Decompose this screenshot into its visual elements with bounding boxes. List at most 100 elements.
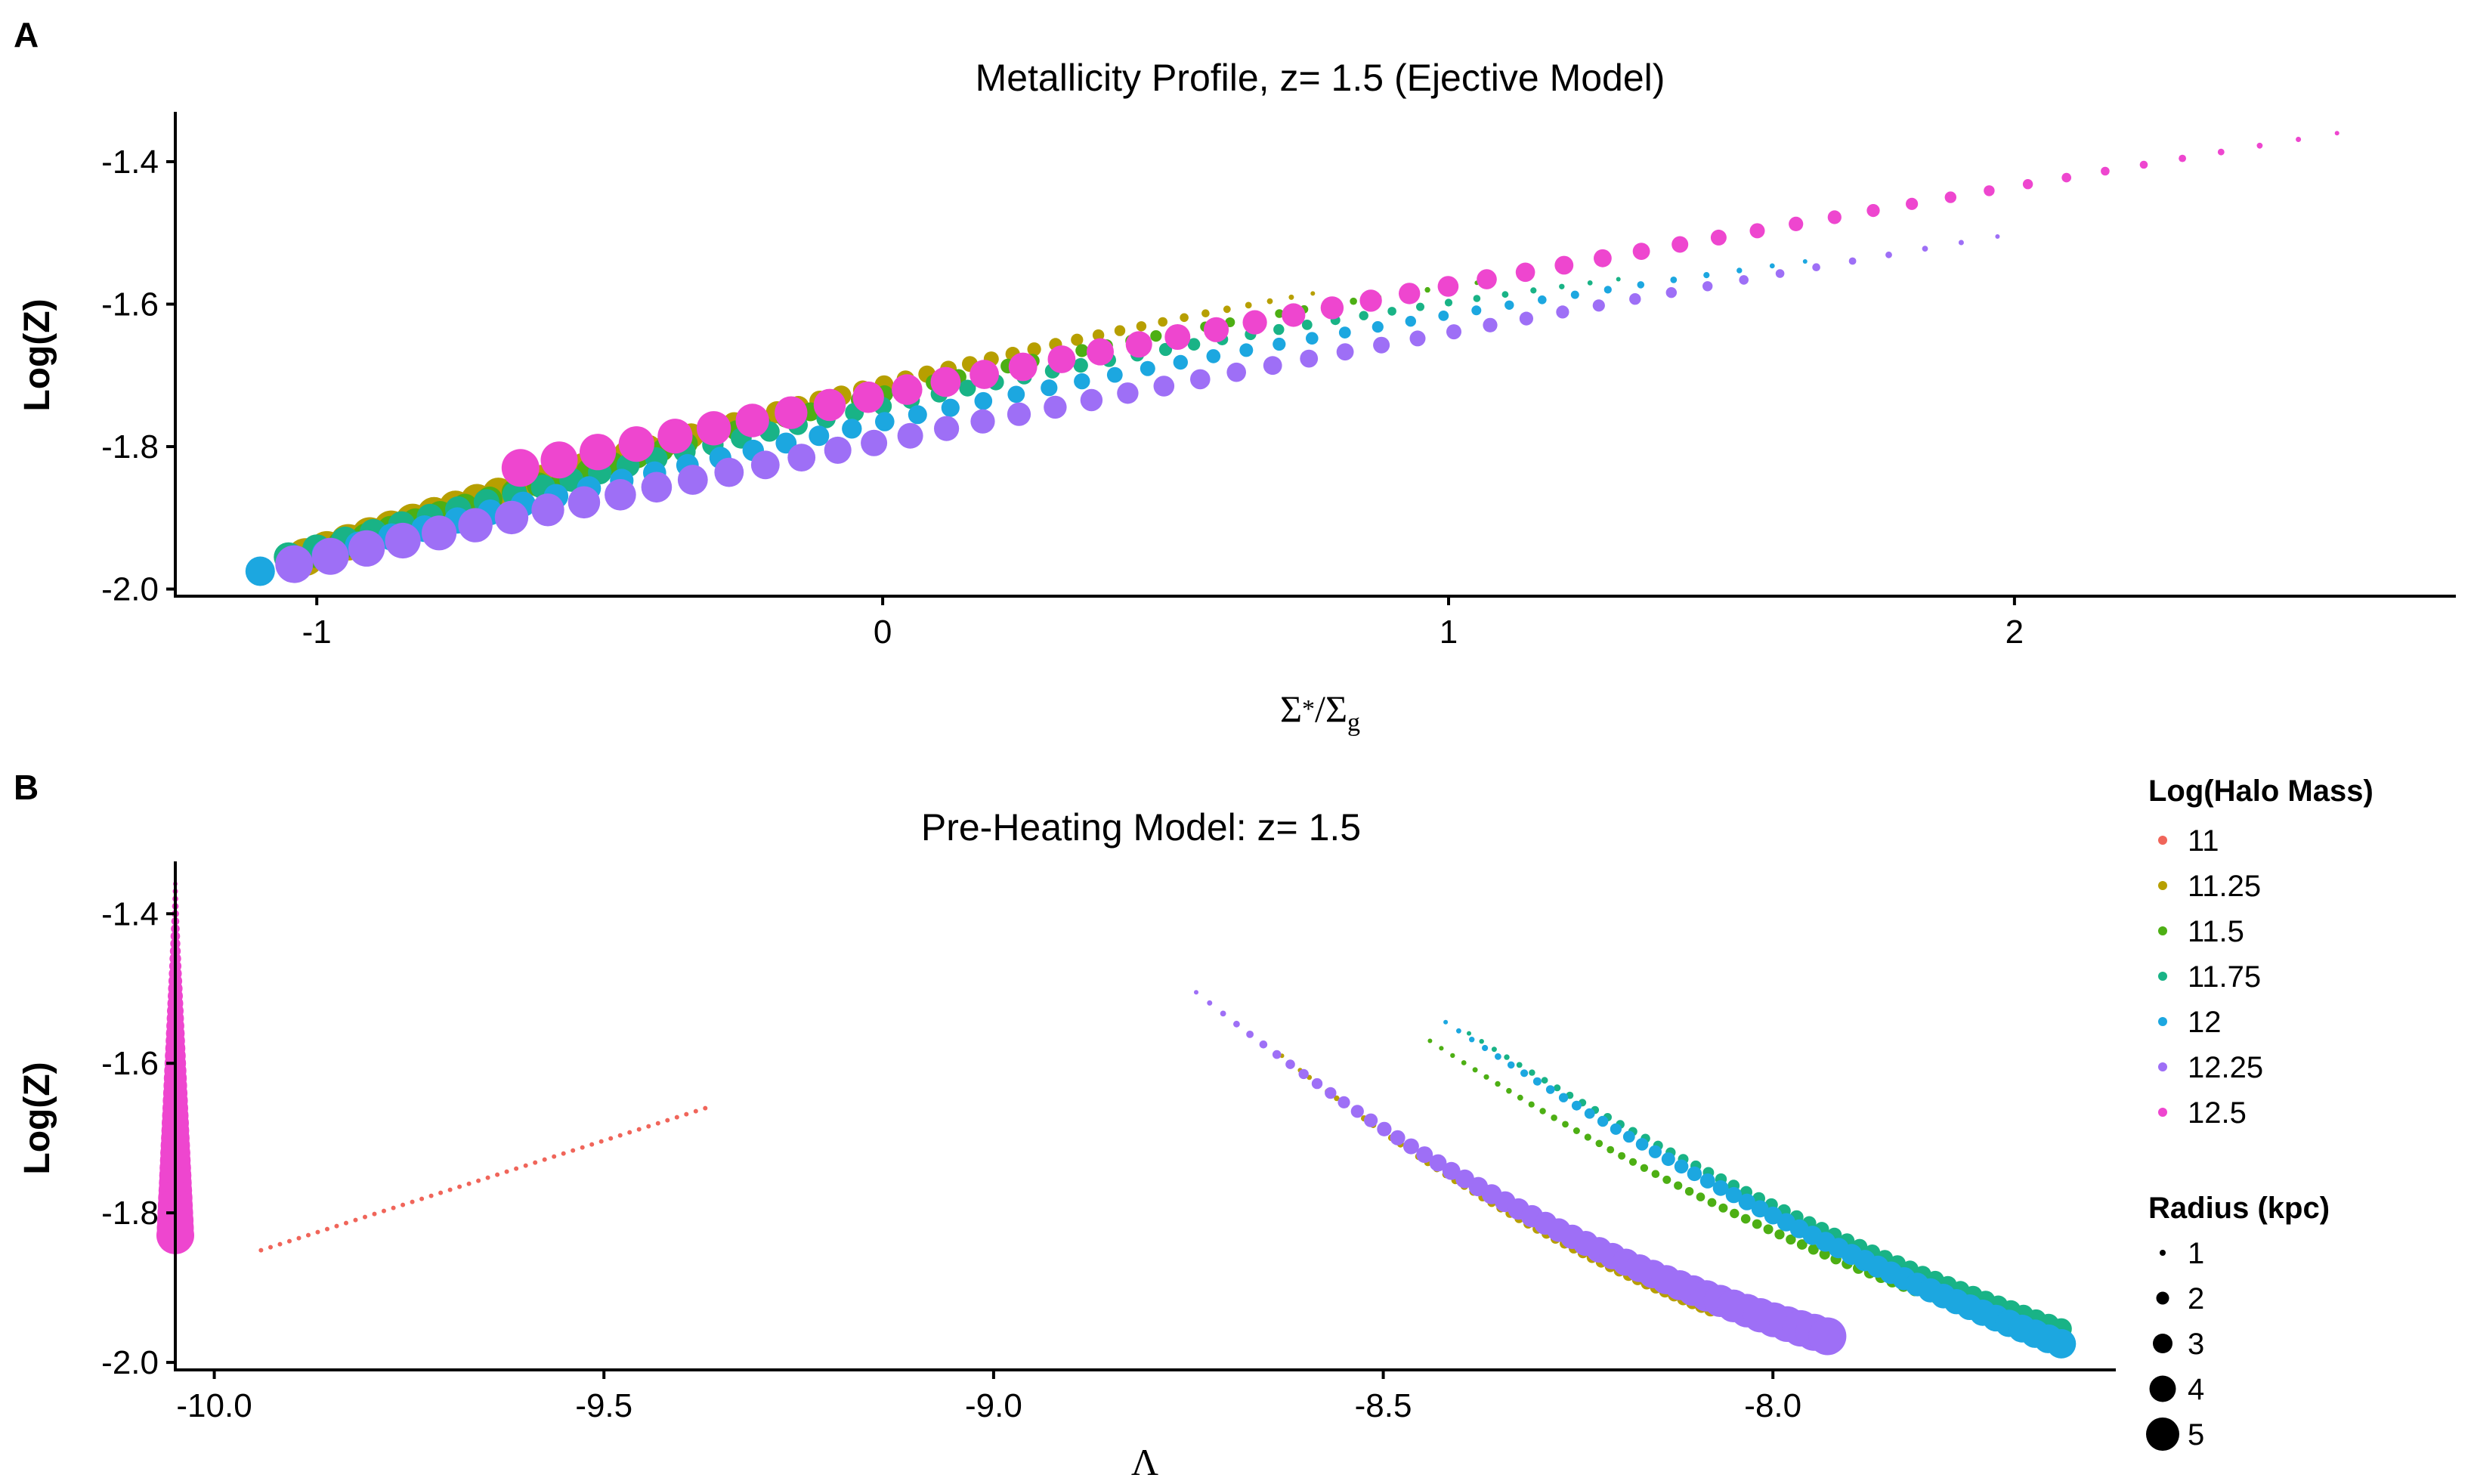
data-point-12-25 [1298, 1068, 1309, 1080]
data-point-11-5 [1607, 1145, 1615, 1154]
data-point-12-25 [1373, 336, 1390, 354]
data-point-12-5 [2101, 166, 2110, 176]
data-point-12-5 [2296, 137, 2302, 142]
data-point-12-25 [1377, 1121, 1392, 1136]
data-point-12-25 [1153, 376, 1175, 397]
data-point-12 [2046, 1328, 2077, 1359]
data-point-12-5 [618, 426, 654, 462]
data-point-12-5 [1477, 269, 1497, 289]
y-tick-label: -1.4 [101, 144, 159, 181]
data-point-11-5 [1730, 1208, 1740, 1219]
data-point-12 [1306, 332, 1319, 345]
panel-a-title: Metallicity Profile, z= 1.5 (Ejective Mo… [976, 57, 1665, 99]
data-point-12-5 [696, 411, 731, 446]
data-point-12-5 [1242, 310, 1267, 335]
data-point-11-5 [1774, 1229, 1785, 1240]
data-point-12 [1443, 1019, 1449, 1025]
data-point-12-25 [1117, 382, 1139, 404]
data-point-12 [809, 425, 830, 447]
data-point-12-25 [1483, 317, 1498, 332]
data-point-11 [571, 1148, 576, 1153]
data-point-12-25 [1922, 246, 1928, 252]
data-point-12 [1532, 1077, 1542, 1086]
panel-b-x-ticks: -10.0 -9.5 -9.0 -8.5 -8.0 [176, 1370, 1801, 1424]
legend-size-title: Radius (kpc) [2148, 1192, 2330, 1225]
data-point-12 [1674, 1159, 1689, 1174]
data-point-11-75 [1416, 302, 1424, 311]
data-point-11-75 [959, 379, 976, 397]
data-point-12 [1206, 349, 1221, 363]
data-point-12 [1173, 354, 1189, 370]
legend-color-key [2158, 836, 2167, 845]
data-point-11-5 [1517, 1094, 1523, 1101]
data-point-12-5 [580, 434, 617, 471]
data-point-12-5 [2256, 142, 2263, 149]
data-point-12-25 [677, 465, 708, 495]
data-point-11 [391, 1205, 396, 1210]
data-point-12-25 [311, 537, 349, 575]
data-point-11 [447, 1187, 453, 1192]
data-point-11 [306, 1232, 311, 1238]
data-point-11-5 [1075, 344, 1089, 357]
data-point-11-5 [1427, 1038, 1433, 1043]
data-point-11-5 [1506, 1087, 1512, 1094]
data-point-12 [1736, 267, 1743, 274]
data-point-12-25 [1325, 1087, 1337, 1099]
data-point-12-25 [1442, 1161, 1461, 1180]
data-point-12-5 [1515, 262, 1535, 283]
data-point-11 [334, 1223, 339, 1229]
data-point-12-5 [775, 396, 808, 429]
data-point-11 [608, 1136, 614, 1141]
y-tick-label: -1.8 [101, 1195, 159, 1232]
data-point-11 [277, 1241, 283, 1247]
data-point-11-5 [1651, 1170, 1660, 1178]
data-point-12-25 [1007, 402, 1031, 426]
data-point-12-5 [930, 366, 961, 397]
x-tick-label: -1 [302, 614, 332, 651]
data-point-11-25 [1158, 317, 1167, 327]
y-tick-label: -2.0 [101, 1344, 159, 1381]
data-point-12-25 [1629, 293, 1641, 305]
data-point-12-5 [1906, 197, 1919, 210]
data-point-12-25 [1665, 287, 1677, 298]
data-point-12-25 [1300, 349, 1319, 368]
x-tick-label: -8.5 [1355, 1387, 1412, 1424]
data-point-12-5 [2217, 148, 2225, 156]
legend-size-label: 1 [2188, 1237, 2204, 1270]
data-point-11 [428, 1193, 434, 1198]
data-point-11-75 [1479, 1039, 1484, 1044]
data-point-11 [344, 1220, 348, 1226]
data-point-12-25 [1263, 356, 1282, 376]
x-tick-label: 2 [2005, 614, 2024, 651]
data-point-11-5 [1461, 1060, 1467, 1065]
data-point-11 [693, 1108, 698, 1114]
panel-b-title: Pre-Heating Model: z= 1.5 [921, 806, 1361, 849]
data-point-11-75 [1554, 1084, 1561, 1092]
data-point-12-25 [385, 522, 421, 559]
data-point-11-75 [1473, 295, 1481, 302]
data-point-12 [974, 391, 993, 410]
data-point-11 [589, 1142, 595, 1147]
data-point-12 [941, 398, 960, 417]
data-point-12-25 [1044, 395, 1067, 419]
data-point-12 [1637, 281, 1645, 289]
data-point-12 [1106, 366, 1123, 383]
data-point-12-5 [1632, 243, 1650, 260]
legend-color-label: 12 [2188, 1006, 2222, 1039]
legend-color-key [2158, 1062, 2167, 1071]
data-point-12-25 [1739, 275, 1749, 285]
panel-a-y-ticks: -1.4 -1.6 -1.8 -2.0 [101, 144, 175, 608]
data-point-11 [684, 1111, 689, 1117]
y-tick-label: -1.6 [101, 286, 159, 323]
data-point-12-25 [1775, 269, 1785, 278]
panel-a-x-ticks: -1 0 1 2 [302, 596, 2024, 651]
data-point-12 [1273, 337, 1286, 351]
data-point-12 [1751, 1200, 1769, 1218]
data-point-11 [646, 1124, 651, 1129]
data-point-12 [245, 556, 275, 586]
data-point-12 [1603, 286, 1612, 294]
data-point-11-75 [1559, 283, 1565, 289]
panel-a-x-label: Σ*/Σg [1280, 688, 1360, 737]
data-point-12 [1507, 1061, 1515, 1069]
